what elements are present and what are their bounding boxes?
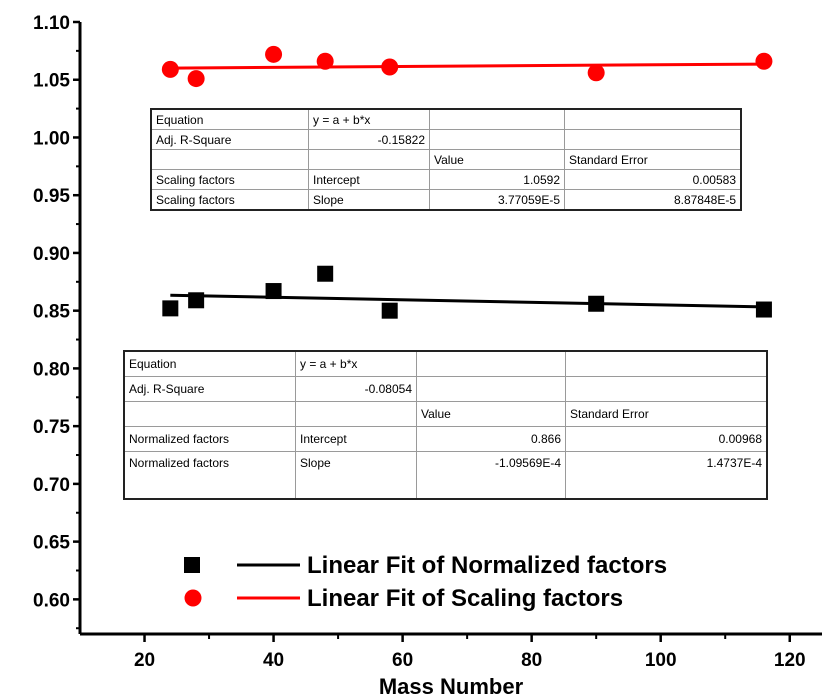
row-error: 0.00968: [565, 426, 768, 452]
scaling-point: [161, 60, 179, 78]
standard-error-header: Standard Error: [564, 149, 742, 170]
legend-scaling-label: Linear Fit of Scaling factors: [307, 585, 623, 612]
normalized-fit-table: Equation y = a + b*x Adj. R-Square -0.08…: [123, 350, 768, 500]
row-error: 1.4737E-4: [565, 451, 768, 500]
equation-label: Equation: [150, 108, 309, 130]
normalized-point: [317, 265, 334, 282]
y-tick-label: 0.95: [33, 186, 70, 207]
row-name: Scaling factors: [150, 169, 309, 190]
normalized-point: [381, 302, 398, 319]
normalized-point: [588, 295, 605, 312]
row-param: Slope: [295, 451, 417, 500]
normalized-point: [162, 300, 179, 317]
row-param: Intercept: [295, 426, 417, 452]
y-tick-label: 0.75: [33, 417, 70, 438]
y-tick-label: 0.80: [33, 359, 70, 380]
row-name: Scaling factors: [150, 189, 309, 211]
scaling-point: [755, 52, 773, 70]
normalized-point: [188, 292, 205, 309]
legend-circle-marker: [184, 589, 202, 607]
adj-r-square-label: Adj. R-Square: [123, 376, 296, 402]
row-param: Intercept: [308, 169, 430, 190]
row-name: Normalized factors: [123, 426, 296, 452]
axes: 0.60 0.65 0.70 0.75 0.80 0.85 0.90 0.95 1.00 1.05…: [33, 13, 822, 671]
x-tick-label: 80: [521, 650, 542, 671]
scaling-point: [187, 70, 205, 88]
x-tick-label: 120: [774, 650, 806, 671]
normalized-point: [755, 301, 772, 318]
value-header: Value: [416, 401, 566, 427]
scaling-point: [587, 64, 605, 82]
row-param: Slope: [308, 189, 430, 211]
x-tick-label: 20: [134, 650, 155, 671]
y-tick-label: 0.70: [33, 475, 70, 496]
scaling-fit-line: [170, 62, 764, 70]
adj-r-square-label: Adj. R-Square: [150, 129, 309, 150]
row-value: -1.09569E-4: [416, 451, 566, 500]
y-tick-label: 1.10: [33, 13, 70, 34]
x-axis-title: Mass Number: [379, 674, 524, 699]
y-tick-label: 1.05: [33, 71, 70, 92]
scaling-point: [265, 45, 283, 63]
legend-normalized-label: Linear Fit of Normalized factors: [307, 552, 667, 579]
adj-r-square-value: -0.15822: [308, 129, 430, 150]
y-tick-label: 0.85: [33, 302, 70, 323]
adj-r-square-value: -0.08054: [295, 376, 417, 402]
equation-label: Equation: [123, 350, 296, 377]
scaling-point: [381, 58, 399, 76]
normalized-fit-line: [170, 293, 764, 309]
row-value: 0.866: [416, 426, 566, 452]
scaling-point: [316, 52, 334, 70]
x-tick-label: 60: [392, 650, 413, 671]
row-value: 3.77059E-5: [429, 189, 565, 211]
normalized-point: [265, 283, 282, 300]
row-error: 0.00583: [564, 169, 742, 190]
row-name: Normalized factors: [123, 451, 296, 500]
y-tick-label: 0.65: [33, 533, 70, 554]
standard-error-header: Standard Error: [565, 401, 768, 427]
y-tick-label: 0.60: [33, 590, 70, 611]
y-tick-label: 1.00: [33, 128, 70, 149]
data-points: [161, 45, 773, 319]
row-value: 1.0592: [429, 169, 565, 190]
x-tick-label: 100: [645, 650, 677, 671]
legend-square-marker: [184, 557, 200, 573]
legend: Linear Fit of Normalized factors Linear …: [184, 552, 667, 612]
scaling-fit-table: Equation y = a + b*x Adj. R-Square -0.15…: [150, 108, 742, 211]
y-tick-label: 0.90: [33, 244, 70, 265]
equation-value: y = a + b*x: [295, 350, 417, 377]
equation-value: y = a + b*x: [308, 108, 430, 130]
value-header: Value: [429, 149, 565, 170]
x-tick-label: 40: [263, 650, 284, 671]
row-error: 8.87848E-5: [564, 189, 742, 211]
